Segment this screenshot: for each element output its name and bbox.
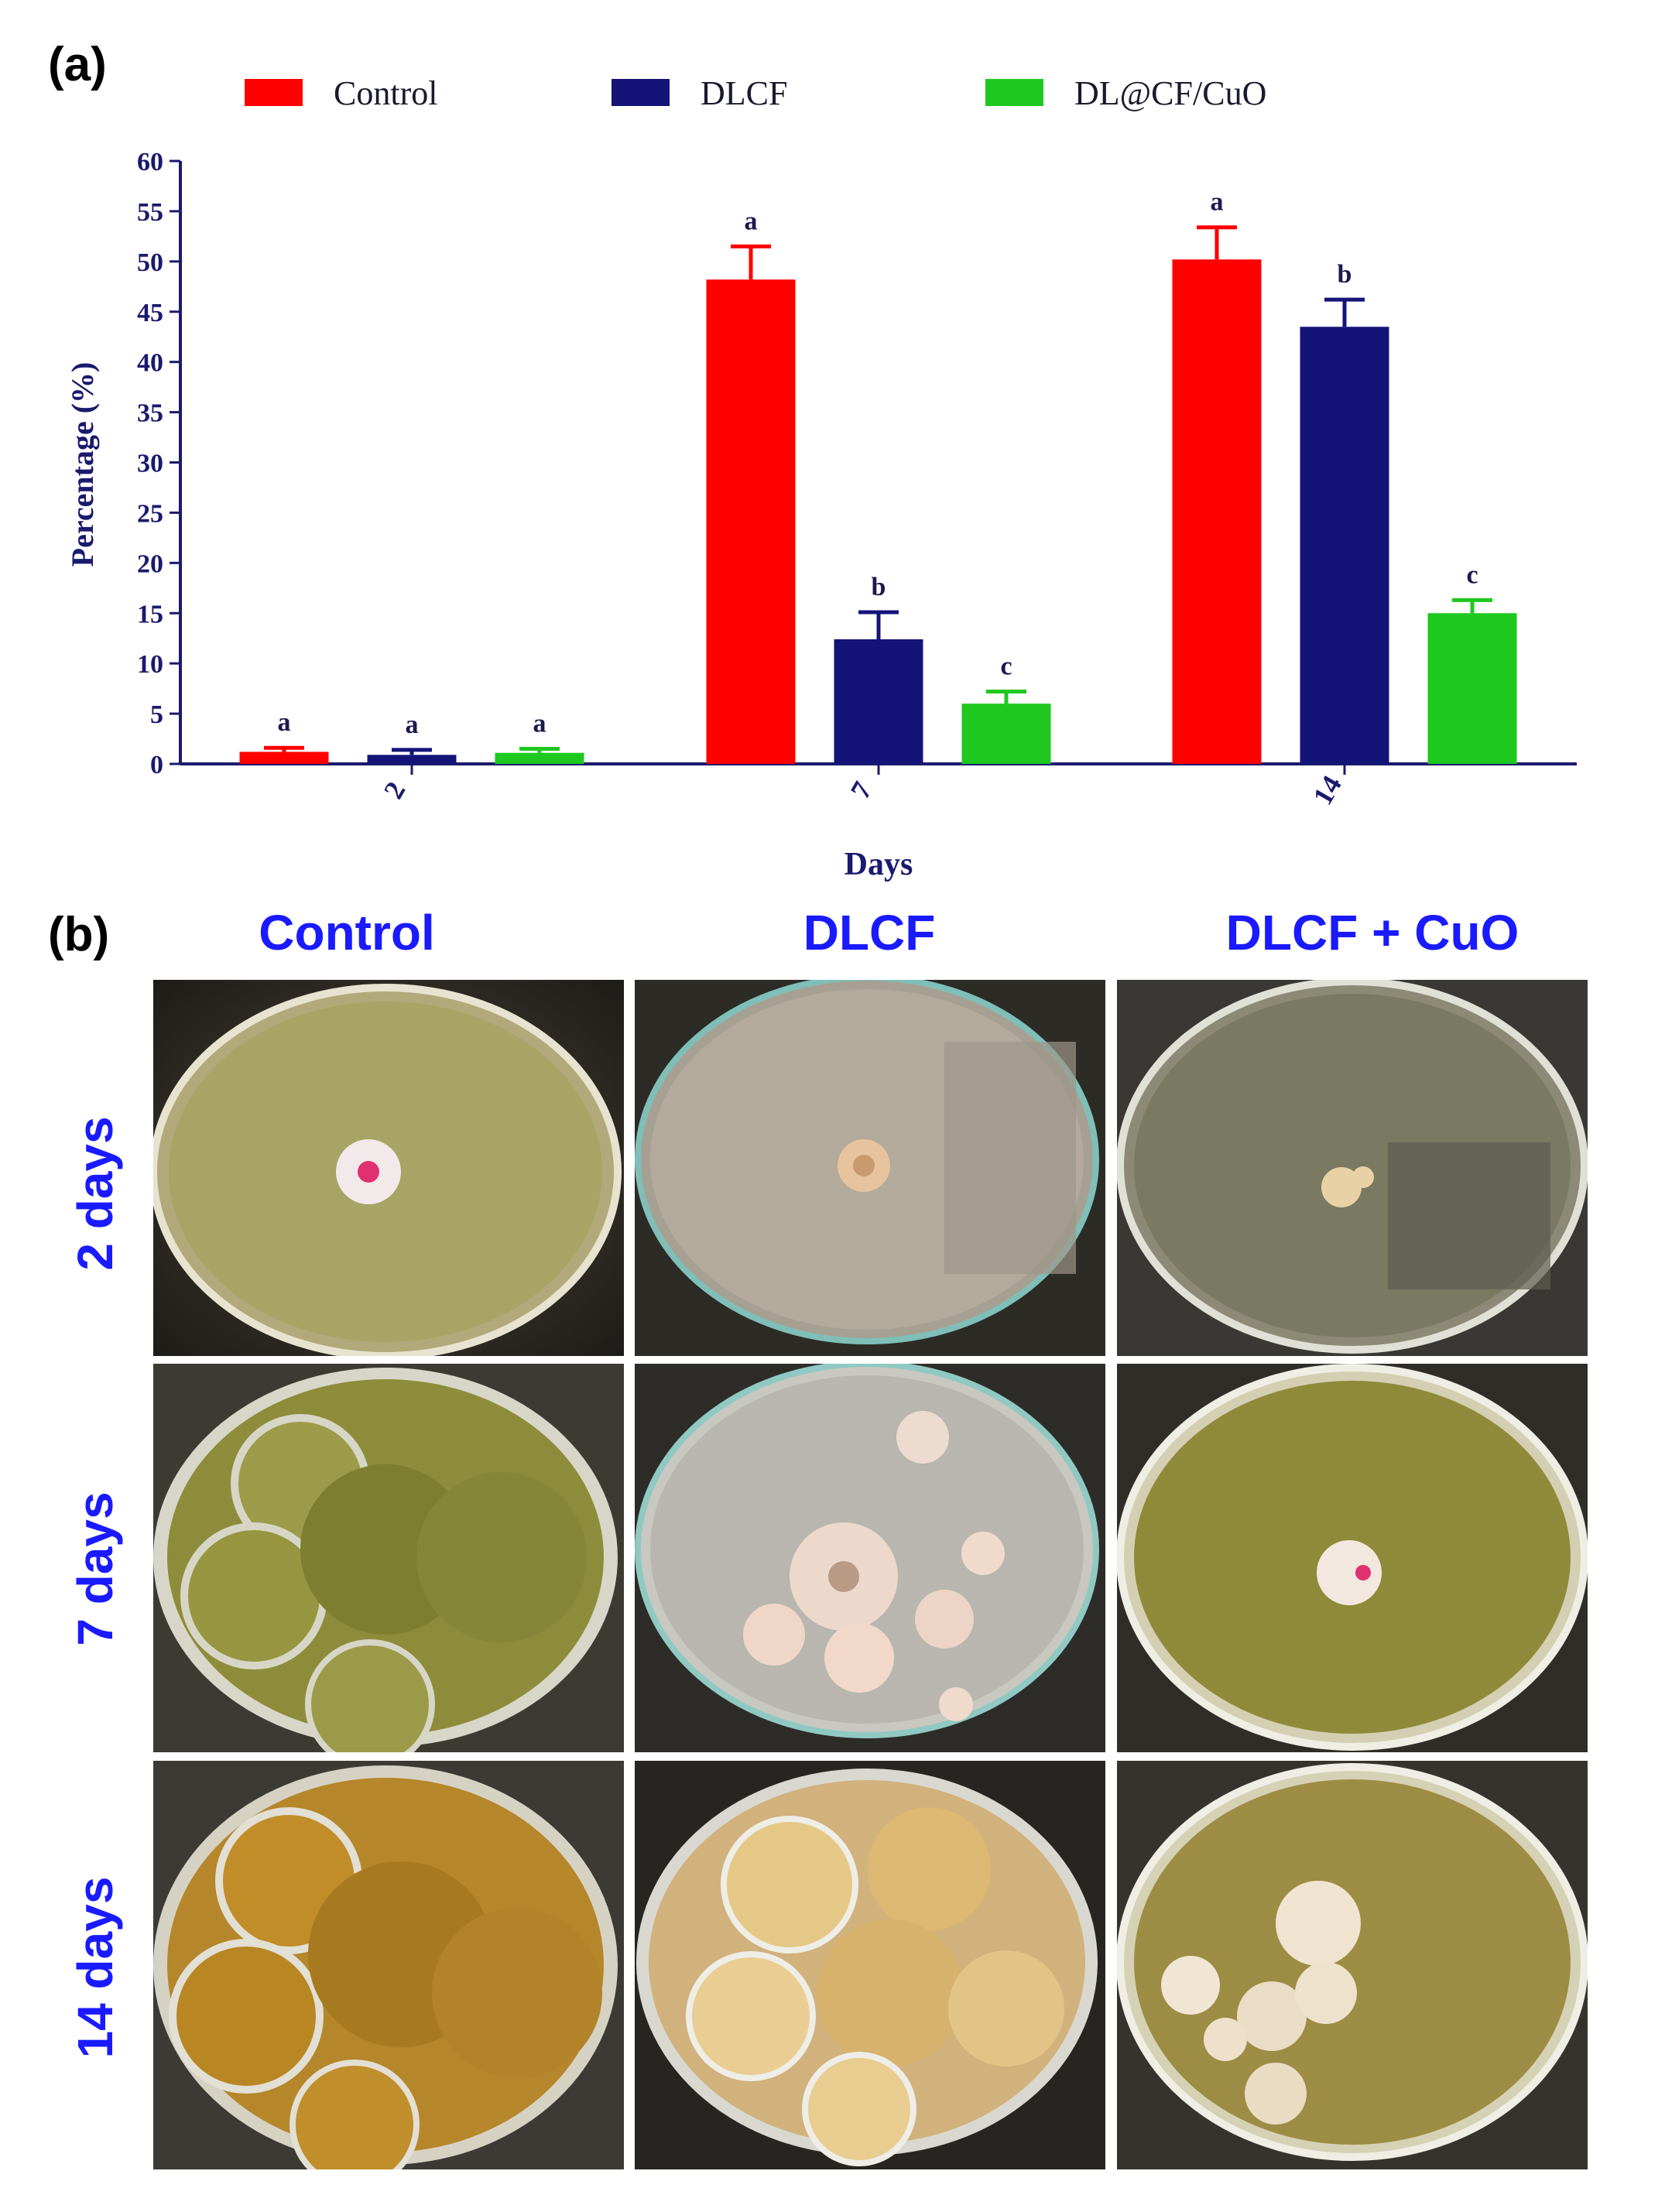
significance-letter: a: [533, 710, 546, 738]
legend-label: Control: [334, 74, 437, 112]
y-tick-label: 60: [137, 148, 163, 176]
significance-letter: c: [1000, 652, 1012, 681]
significance-letter: c: [1466, 560, 1478, 589]
legend-label: DL@CF/CuO: [1074, 74, 1266, 112]
bar: [367, 755, 457, 764]
row-heading-14-days: 14 days: [67, 1876, 123, 2059]
y-tick-label: 50: [137, 248, 163, 277]
bar: [961, 704, 1051, 764]
y-tick-label: 15: [137, 600, 163, 628]
petri-dish-photo-dlcf-7-days: [635, 1364, 1105, 1752]
petri-dish-photo-dlcf-cuo-2-days: [1117, 980, 1588, 1356]
y-tick-label: 30: [137, 450, 163, 478]
row-heading-7-days: 7 days: [67, 1491, 123, 1646]
y-axis-label: Percentage (%): [65, 362, 100, 567]
petri-dish-photo-dlcf-2-days: [635, 980, 1105, 1356]
legend: Control DLCF DL@CF/CuO: [245, 74, 1266, 112]
bar: [495, 752, 584, 764]
y-tick-label: 20: [137, 550, 163, 578]
bar: [1300, 327, 1389, 765]
petri-dish-photo-dlcf-cuo-14-days: [1117, 1761, 1588, 2169]
petri-dish-photo-control-2-days: [153, 980, 624, 1356]
bar: [239, 752, 329, 764]
y-tick-label: 25: [137, 499, 163, 528]
y-tick-label: 5: [150, 700, 163, 729]
bar: [1172, 259, 1262, 764]
panel-b-label: (b): [48, 908, 110, 961]
significance-letter: b: [1338, 260, 1352, 289]
column-heading-dlcf-cuo: DLCF + CuO: [1225, 905, 1519, 960]
significance-letter: b: [872, 573, 886, 601]
y-tick-label: 45: [137, 299, 163, 327]
petri-dish-photo-dlcf-cuo-7-days: [1117, 1364, 1588, 1752]
panel-a-label: (a): [48, 38, 107, 91]
y-tick-label: 35: [137, 399, 163, 428]
legend-swatch: [245, 79, 303, 106]
y-tick-label: 40: [137, 349, 163, 378]
legend-swatch: [985, 79, 1043, 106]
petri-dish-photo-control-7-days: [153, 1364, 624, 1752]
bar: [1427, 613, 1517, 764]
bar-chart: Control DLCF DL@CF/CuO 0 5 10 15 20 25 30 35 40 45 5…: [65, 74, 1577, 882]
significance-letter: a: [406, 711, 419, 739]
legend-swatch: [612, 79, 670, 106]
row-heading-2-days: 2 days: [67, 1116, 123, 1271]
significance-letter: a: [278, 708, 291, 737]
bar: [834, 639, 923, 764]
y-tick-label: 10: [137, 650, 163, 679]
x-tick-label: 7: [844, 776, 879, 804]
petri-dish-photo-control-14-days: [153, 1761, 624, 2169]
bar: [706, 279, 796, 764]
bars: a a a a b c a b c: [239, 188, 1517, 765]
significance-letter: a: [1211, 188, 1224, 217]
petri-dish-photo-dlcf-14-days: [635, 1761, 1105, 2169]
column-heading-control: Control: [259, 905, 435, 960]
y-tick-label: 0: [150, 751, 163, 779]
x-axis-label: Days: [844, 847, 913, 882]
significance-letter: a: [745, 207, 758, 235]
x-tick-label: 2: [378, 776, 412, 804]
x-tick-label: 14: [1307, 770, 1348, 810]
column-heading-dlcf: DLCF: [803, 905, 936, 960]
y-tick-label: 55: [137, 198, 163, 227]
legend-label: DLCF: [701, 74, 787, 112]
